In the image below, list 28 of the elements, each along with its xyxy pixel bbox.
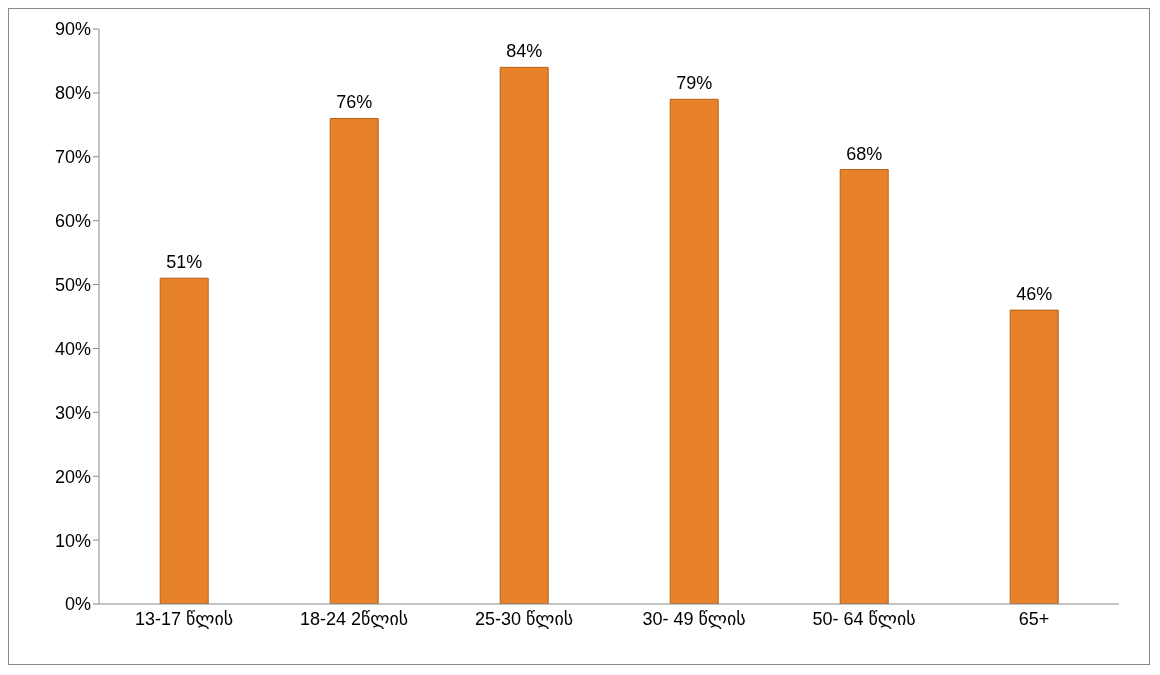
- bar: [1009, 309, 1059, 604]
- bar: [329, 117, 379, 604]
- x-tick-label: 13-17 წლის: [134, 608, 234, 629]
- y-tick-label: 0%: [64, 594, 91, 615]
- bar: [499, 66, 549, 604]
- bar: [159, 277, 209, 604]
- y-tick-label: 70%: [54, 147, 91, 168]
- data-label: 84%: [506, 41, 543, 62]
- data-label: 76%: [336, 92, 373, 113]
- data-label: 68%: [846, 143, 883, 164]
- bar: [839, 169, 889, 604]
- x-tick-label: 30- 49 წლის: [642, 608, 746, 629]
- y-tick-label: 10%: [54, 530, 91, 551]
- y-tick-label: 50%: [54, 274, 91, 295]
- y-tick-label: 20%: [54, 466, 91, 487]
- y-tick-label: 80%: [54, 83, 91, 104]
- data-label: 51%: [166, 252, 203, 273]
- y-tick-label: 40%: [54, 338, 91, 359]
- y-tick-label: 60%: [54, 211, 91, 232]
- data-label: 46%: [1016, 284, 1053, 305]
- x-tick-label: 18-24 2წლის: [299, 608, 409, 629]
- data-label: 79%: [676, 73, 713, 94]
- bar: [669, 98, 719, 604]
- x-tick-label: 50- 64 წლის: [812, 608, 916, 629]
- x-tick-label: 25-30 წლის: [474, 608, 574, 629]
- y-tick-label: 30%: [54, 402, 91, 423]
- x-tick-label: 65+: [1018, 608, 1050, 629]
- y-tick-label: 90%: [54, 19, 91, 40]
